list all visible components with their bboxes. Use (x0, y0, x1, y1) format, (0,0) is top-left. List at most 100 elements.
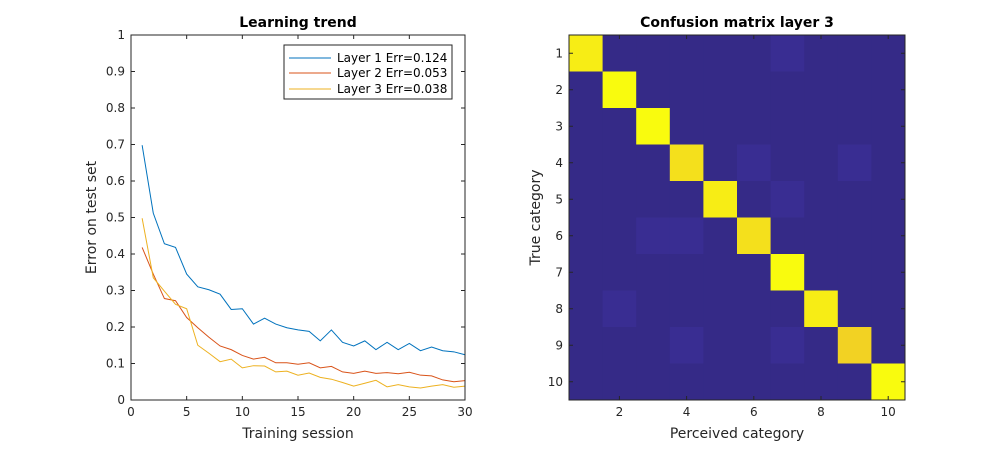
heatmap-cell (837, 290, 872, 328)
y-tick-label: 1 (117, 28, 125, 42)
heatmap-cell (636, 181, 671, 218)
heatmap-cell (703, 217, 738, 255)
heatmap-cell (770, 217, 805, 255)
heatmap-cell (804, 144, 839, 182)
heatmap-cell (569, 144, 604, 182)
heatmap-cell (871, 144, 906, 182)
y-tick-label: 0.6 (106, 174, 125, 188)
chart-title-learning-trend: Learning trend (239, 15, 356, 31)
hm-x-tick-label: 6 (750, 405, 758, 419)
heatmap-cell (837, 181, 872, 218)
heatmap-cell (703, 181, 738, 218)
heatmap-cell (636, 363, 671, 401)
heatmap-cell (804, 35, 839, 72)
heatmap-cell (569, 363, 604, 401)
heatmap-cell (770, 144, 805, 182)
heatmap-cell (871, 290, 906, 328)
heatmap-cell (804, 254, 839, 291)
heatmap-cell (602, 217, 637, 255)
heatmap-cell (737, 363, 772, 401)
heatmap-cell (737, 108, 772, 145)
series-line-layer-2 (141, 247, 466, 383)
heatmap-cell (804, 363, 839, 401)
heatmap-cell (837, 217, 872, 255)
heatmap-cell (602, 327, 637, 364)
heatmap-cell (669, 217, 704, 255)
legend-label-layer-1: Layer 1 Err=0.124 (337, 51, 447, 65)
heatmap-cell (569, 108, 604, 145)
heatmap-cell (569, 71, 604, 109)
heatmap-cell (569, 254, 604, 291)
heatmap-cell (636, 35, 671, 72)
x-tick-label: 0 (127, 405, 135, 419)
heatmap-cell (569, 290, 604, 328)
legend-label-layer-3: Layer 3 Err=0.038 (337, 82, 447, 96)
x-axis-label-left: Training session (241, 426, 354, 442)
heatmap-cell (770, 254, 805, 291)
left-series-lines (141, 145, 466, 389)
heatmap-cell (636, 290, 671, 328)
heatmap-cell (602, 254, 637, 291)
heatmap-cell (837, 144, 872, 182)
heatmap-cell (871, 35, 906, 72)
heatmap-cell (602, 108, 637, 145)
plot-box-left (130, 34, 466, 401)
heatmap-cell (602, 71, 637, 109)
heatmap-cell (770, 181, 805, 218)
hm-y-tick-label: 7 (555, 265, 563, 279)
heatmap-cell (569, 181, 604, 218)
hm-y-tick-label: 2 (555, 83, 563, 97)
hm-y-tick-label: 8 (555, 302, 563, 316)
heatmap-cell (703, 254, 738, 291)
heatmap-cell (837, 254, 872, 291)
legend-label-layer-2: Layer 2 Err=0.053 (337, 66, 447, 80)
hm-y-tick-label: 5 (555, 192, 563, 206)
heatmap-cell (871, 217, 906, 255)
legend: Layer 1 Err=0.124 Layer 2 Err=0.053 Laye… (283, 44, 453, 100)
heatmap-cell (636, 108, 671, 145)
y-tick-label: 0.7 (106, 138, 125, 152)
heatmap-cell (871, 108, 906, 145)
y-tick-label: 0 (117, 393, 125, 407)
hm-x-tick-label: 4 (683, 405, 691, 419)
heatmap-cell (602, 144, 637, 182)
heatmap-cell (636, 71, 671, 109)
heatmap-cell (770, 108, 805, 145)
heatmap-cell (837, 35, 872, 72)
heatmap-cell (871, 327, 906, 364)
heatmap-cell (602, 363, 637, 401)
hm-x-tick-label: 10 (881, 405, 896, 419)
heatmap-cell (636, 327, 671, 364)
hm-y-tick-label: 4 (555, 156, 563, 170)
heatmap-cell (669, 71, 704, 109)
heatmap-cell (737, 290, 772, 328)
y-tick-label: 0.5 (106, 211, 125, 225)
heatmap-cell (770, 71, 805, 109)
hm-y-tick-label: 3 (555, 119, 563, 133)
heatmap-cell (703, 327, 738, 364)
heatmap-cell (636, 254, 671, 291)
y-tick-label: 0.2 (106, 320, 125, 334)
heatmap-cell (669, 144, 704, 182)
y-axis-label-right: True category (528, 169, 544, 266)
confusion-matrix-chart: Confusion matrix layer 3 2 4 6 8 10123456789… (528, 15, 906, 442)
heatmap-cell (737, 181, 772, 218)
heatmap-cell (804, 71, 839, 109)
heatmap-cell (804, 217, 839, 255)
heatmap-cell (669, 327, 704, 364)
x-axis-label-right: Perceived category (670, 426, 804, 442)
x-tick-label: 10 (235, 405, 250, 419)
heatmap-cell (871, 254, 906, 291)
heatmap-cell (602, 181, 637, 218)
heatmap-cell (703, 290, 738, 328)
heatmap-cell (602, 35, 637, 72)
heatmap-cell (602, 290, 637, 328)
heatmap-cell (737, 217, 772, 255)
y-tick-label: 0.4 (106, 247, 125, 261)
x-tick-label: 15 (290, 405, 305, 419)
y-tick-label: 0.8 (106, 101, 125, 115)
heatmap-cell (804, 327, 839, 364)
hm-y-tick-label: 6 (555, 229, 563, 243)
heatmap-cell (871, 181, 906, 218)
